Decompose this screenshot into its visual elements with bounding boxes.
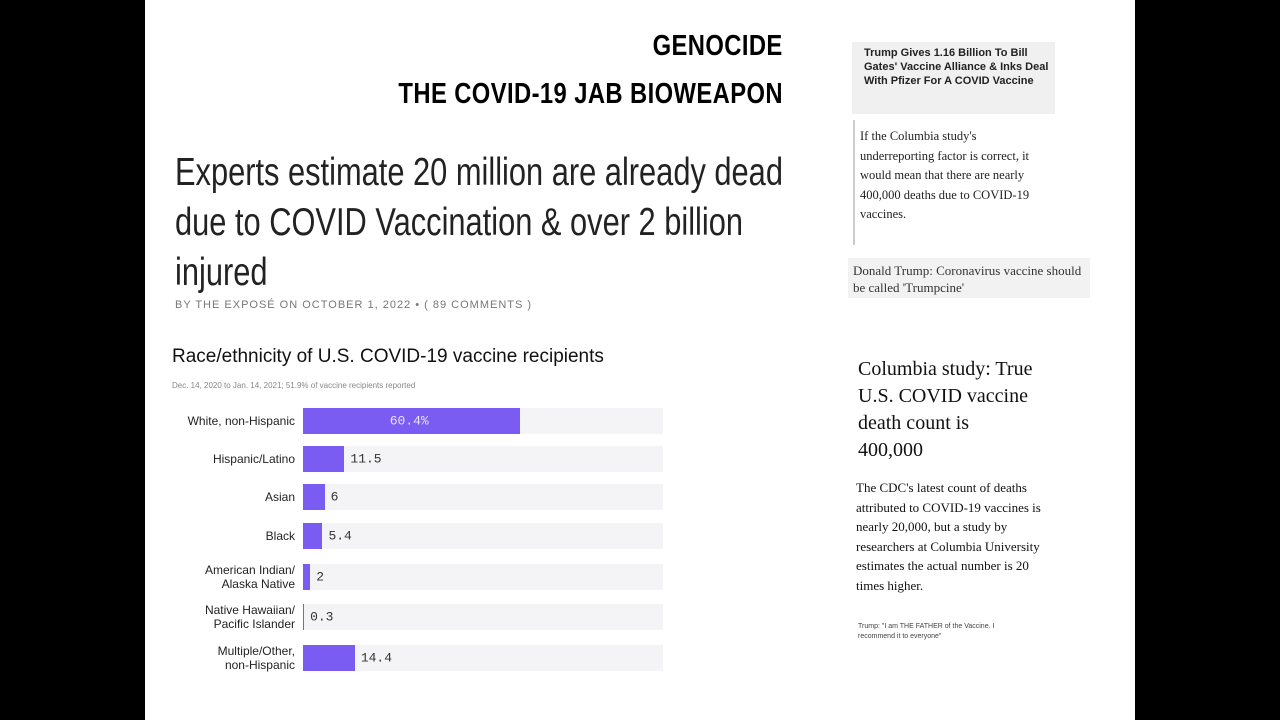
bar-track (303, 564, 663, 590)
bar (303, 484, 325, 510)
collage: GENOCIDE THE COVID-19 JAB BIOWEAPON Expe… (145, 0, 1135, 720)
heading: Columbia study: True U.S. COVID vaccine … (858, 358, 1033, 461)
quote-box (853, 120, 1057, 245)
bar (303, 564, 311, 590)
bar-chart: Race/ethnicity of U.S. COVID-19 vaccine … (145, 340, 845, 690)
category-label: Multiple/Other, non-Hispanic (217, 644, 295, 672)
bar-track (303, 446, 663, 472)
category-label: Asian (264, 490, 295, 504)
category-label: Hispanic/Latino (212, 452, 295, 466)
bar-track (303, 645, 663, 671)
value-label: 11.5 (350, 451, 382, 467)
body-text: The CDC's latest count of deaths attribu… (856, 480, 1041, 593)
category-label: Native Hawaiian/ Pacific Islander (204, 603, 295, 631)
chart-subtitle: Dec. 14, 2020 to Jan. 14, 2021; 51.9% of… (172, 381, 416, 390)
bar (303, 523, 323, 549)
news-box (852, 42, 1055, 114)
category-label: American Indian/ Alaska Native (204, 563, 295, 591)
bar (303, 645, 355, 671)
news-headline: Trump Gives 1.16 Billion To Bill Gates' … (864, 47, 1049, 87)
caption-box (848, 258, 1090, 298)
value-label: 6 (330, 489, 339, 505)
value-label: 2 (316, 569, 324, 585)
bar (303, 408, 521, 434)
article-title: Experts estimate 20 million are already … (175, 151, 783, 294)
value-label: 14.4 (360, 650, 393, 666)
value-label: 60.4% (389, 413, 429, 429)
bar (303, 604, 305, 630)
category-label: White, non-Hispanic (187, 414, 295, 428)
value-label: 5.4 (328, 528, 352, 544)
caption: Trump: "I am THE FATHER of the Vaccine. … (858, 623, 995, 640)
headline: THE COVID-19 JAB BIOWEAPON (398, 78, 783, 110)
bar-track (303, 484, 663, 510)
value-label: 0.3 (310, 609, 334, 625)
quote: If the Columbia study's underreporting f… (860, 129, 1030, 221)
bar (303, 446, 345, 472)
chart-title: Race/ethnicity of U.S. COVID-19 vaccine … (172, 346, 604, 367)
category-label: Black (265, 529, 295, 543)
bar-track (303, 523, 663, 549)
caption: Donald Trump: Coronavirus vaccine should… (853, 263, 1082, 295)
byline: BY THE EXPOSÉ ON OCTOBER 1, 2022 • ( 89 … (175, 299, 533, 311)
bar-track (303, 604, 663, 630)
headline: GENOCIDE (652, 30, 783, 62)
